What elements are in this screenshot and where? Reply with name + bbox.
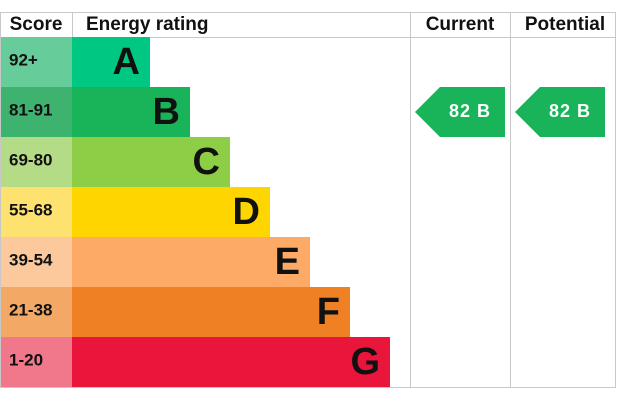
rating-letter: A xyxy=(113,41,140,83)
score-label: 69-80 xyxy=(9,150,52,169)
rating-letter: F xyxy=(317,291,340,333)
score-label: 55-68 xyxy=(9,200,52,219)
header-current: Current xyxy=(426,14,495,35)
rating-letter: D xyxy=(233,191,260,233)
rating-bar xyxy=(72,137,230,187)
rating-bar xyxy=(72,37,150,87)
rating-letter: G xyxy=(350,341,380,383)
potential-arrow xyxy=(515,87,605,137)
rating-bar xyxy=(72,87,190,137)
score-cell xyxy=(1,337,72,387)
rating-letter: E xyxy=(275,241,300,283)
header-rating: Energy rating xyxy=(86,14,208,35)
current-rating: 82 B xyxy=(449,101,491,121)
score-label: 1-20 xyxy=(9,350,43,369)
score-cell xyxy=(1,187,72,237)
score-cell xyxy=(1,237,72,287)
score-cell xyxy=(1,137,72,187)
current-arrow xyxy=(415,87,505,137)
score-label: 81-91 xyxy=(9,100,52,119)
rating-letter: C xyxy=(193,141,220,183)
rating-letter: B xyxy=(153,91,180,133)
score-label: 39-54 xyxy=(9,250,53,269)
rating-bar xyxy=(72,337,390,387)
rating-bar xyxy=(72,287,350,337)
score-cell xyxy=(1,37,72,87)
rating-bar xyxy=(72,187,270,237)
header-potential: Potential xyxy=(525,14,605,35)
bands: 92+ A 81-91 B 69-80 C 55-68 D 39-54 E 21-38 F 1-20 G xyxy=(1,37,390,387)
score-label: 21-38 xyxy=(9,300,52,319)
potential-rating: 82 B xyxy=(549,101,591,121)
score-label: 92+ xyxy=(9,50,38,69)
score-cell xyxy=(1,87,72,137)
score-cell xyxy=(1,287,72,337)
rating-bar xyxy=(72,237,310,287)
header-score: Score xyxy=(10,14,63,35)
